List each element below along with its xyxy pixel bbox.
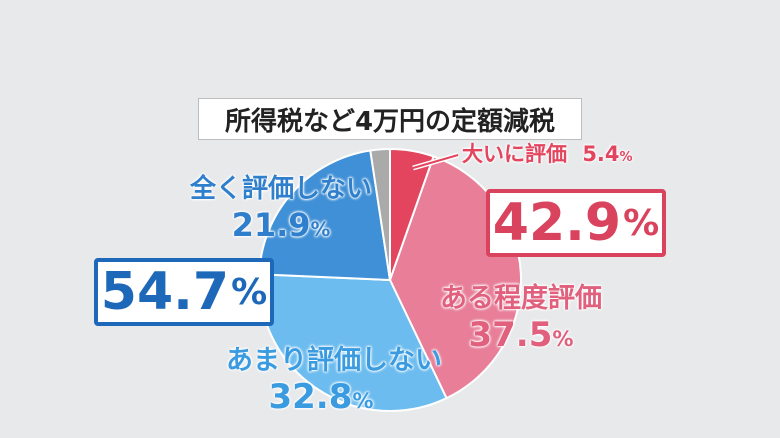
label-somewhat-approve: ある程度評価 37.5% — [436, 276, 606, 359]
label-not-much-name: あまり評価しない — [226, 345, 442, 376]
slice-no-answer — [369, 147, 391, 281]
summary-negative-unit: % — [231, 271, 268, 313]
slice-not-at-all — [258, 149, 392, 282]
summary-positive-unit: % — [623, 202, 660, 244]
summary-positive-box: 42.9% — [486, 189, 666, 257]
summary-positive-value: 42.9 — [492, 193, 622, 253]
label-somewhat-approve-value: 37.5 — [468, 315, 553, 355]
chart-title: 所得税など4万円の定額減税 — [198, 98, 582, 140]
label-strong-approve: 大いに評価 5.4% — [462, 138, 633, 168]
label-somewhat-approve-name: ある程度評価 — [440, 283, 602, 314]
label-not-at-all-unit: % — [310, 218, 331, 241]
label-not-much-value: 32.8 — [268, 377, 353, 417]
summary-negative-value: 54.7 — [100, 262, 230, 322]
label-strong-approve-unit: % — [619, 150, 633, 165]
label-not-at-all-name: 全く評価しない — [189, 174, 372, 204]
label-not-much-unit: % — [352, 388, 374, 413]
label-not-much: あまり評価しない 32.8% — [226, 338, 442, 421]
label-not-at-all: 全く評価しない 21.9% — [186, 168, 376, 250]
label-not-at-all-value: 21.9 — [231, 206, 311, 244]
summary-negative-box: 54.7% — [94, 258, 274, 326]
label-somewhat-approve-unit: % — [552, 326, 574, 351]
label-strong-approve-value: 5.4 — [582, 142, 620, 166]
label-strong-approve-name: 大いに評価 — [462, 142, 567, 166]
leader-line-strong-approve-inner — [412, 154, 459, 169]
